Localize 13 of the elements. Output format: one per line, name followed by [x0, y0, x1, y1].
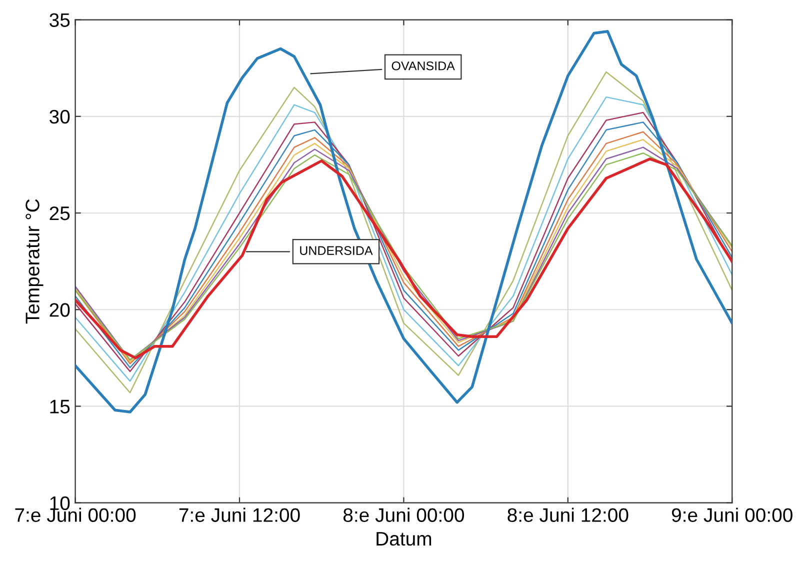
annotation: OVANSIDA: [392, 61, 455, 70]
annotation: UNDERSIDA: [300, 246, 373, 256]
x-tick-label: 7:e Juni 12:00: [179, 508, 300, 522]
y-tick-label: 15: [50, 400, 70, 414]
y-tick-label: 35: [50, 13, 70, 28]
y-tick-label: 20: [50, 303, 70, 317]
x-axis-title: Datum: [376, 532, 432, 546]
x-tick-label: 9:e Juni 00:00: [672, 508, 792, 522]
y-tick-label: 30: [50, 110, 70, 124]
x-tick-label: 8:e Juni 12:00: [508, 508, 628, 522]
x-tick-label: 8:e Juni 00:00: [343, 508, 464, 522]
y-tick-label: 25: [50, 206, 70, 220]
y-axis-title: Temperatur °C: [26, 199, 44, 324]
